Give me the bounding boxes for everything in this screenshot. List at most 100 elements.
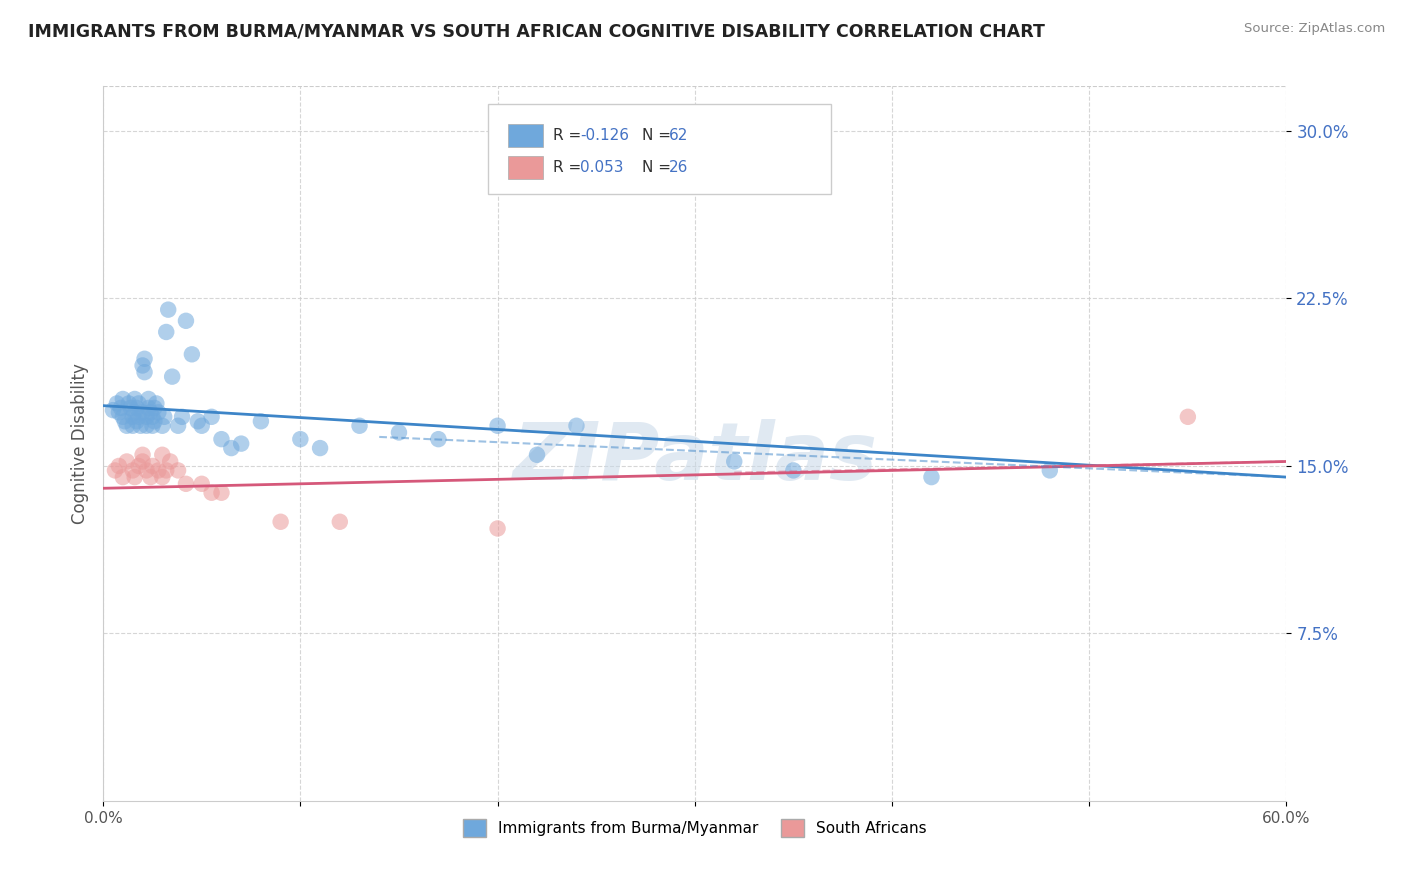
Point [1177,409,1199,424]
Point [104,463,127,477]
Point [124,392,146,406]
Point [105,396,128,410]
Point [200,409,222,424]
Point [270,515,292,529]
Point [155,463,177,477]
Point [145,396,167,410]
Point [180,347,202,361]
FancyBboxPatch shape [508,156,543,179]
Point [134,365,156,379]
Point [155,325,177,339]
Point [125,401,148,415]
Point [231,436,253,450]
Point [200,485,222,500]
FancyBboxPatch shape [508,124,543,147]
Point [141,418,163,433]
Point [486,521,509,535]
Text: R =: R = [553,128,586,143]
Point [143,414,166,428]
Point [139,405,162,419]
Point [111,409,134,424]
Point [115,418,138,433]
Point [167,418,190,433]
Point [121,418,143,433]
Point [111,392,134,406]
Point [138,401,160,415]
Point [108,458,131,473]
Point [329,515,352,529]
Point [110,401,132,415]
Point [211,432,233,446]
Point [148,405,170,419]
Text: ZIPatlas: ZIPatlas [512,419,877,497]
Point [160,369,183,384]
Point [118,396,141,410]
Point [211,485,233,500]
Point [124,405,146,419]
Point [150,418,173,433]
FancyBboxPatch shape [488,104,831,194]
Point [150,448,173,462]
Point [134,351,156,366]
Legend: Immigrants from Burma/Myanmar, South Africans: Immigrants from Burma/Myanmar, South Afr… [457,813,934,843]
Point [131,454,153,468]
Point [115,454,138,468]
Text: N =: N = [641,161,675,176]
Y-axis label: Cognitive Disability: Cognitive Disability [72,363,89,524]
Point [309,441,332,455]
Point [111,470,134,484]
Point [131,359,153,373]
Point [129,418,152,433]
Point [114,414,136,428]
Point [167,463,190,477]
Point [101,403,124,417]
Point [124,470,146,484]
Point [120,401,142,415]
Point [121,463,143,477]
Point [159,454,181,468]
Point [187,414,209,428]
Point [290,432,312,446]
Point [190,476,212,491]
Point [135,463,157,477]
Point [139,470,162,484]
Point [143,401,166,415]
Point [174,314,197,328]
Point [157,302,180,317]
Point [388,425,411,440]
Point [486,418,509,433]
Point [1039,463,1062,477]
Point [128,409,150,424]
Point [131,448,153,462]
Point [131,405,153,419]
Point [135,418,157,433]
Text: -0.126: -0.126 [581,128,628,143]
Point [121,409,143,424]
Text: 0.053: 0.053 [581,161,623,176]
Point [170,409,193,424]
Text: Source: ZipAtlas.com: Source: ZipAtlas.com [1244,22,1385,36]
Point [174,476,197,491]
Point [920,470,942,484]
Text: IMMIGRANTS FROM BURMA/MYANMAR VS SOUTH AFRICAN COGNITIVE DISABILITY CORRELATION : IMMIGRANTS FROM BURMA/MYANMAR VS SOUTH A… [28,22,1045,40]
Point [148,463,170,477]
Point [138,392,160,406]
Point [190,418,212,433]
Point [150,470,173,484]
Text: R =: R = [553,161,586,176]
Point [349,418,371,433]
Text: N =: N = [641,128,675,143]
Point [723,454,745,468]
Point [526,448,548,462]
Point [565,418,588,433]
Point [250,414,273,428]
Point [221,441,243,455]
Point [108,405,131,419]
Point [141,409,163,424]
Point [125,414,148,428]
Point [128,458,150,473]
Point [782,463,804,477]
Point [128,396,150,410]
Point [141,458,163,473]
Point [135,409,157,424]
